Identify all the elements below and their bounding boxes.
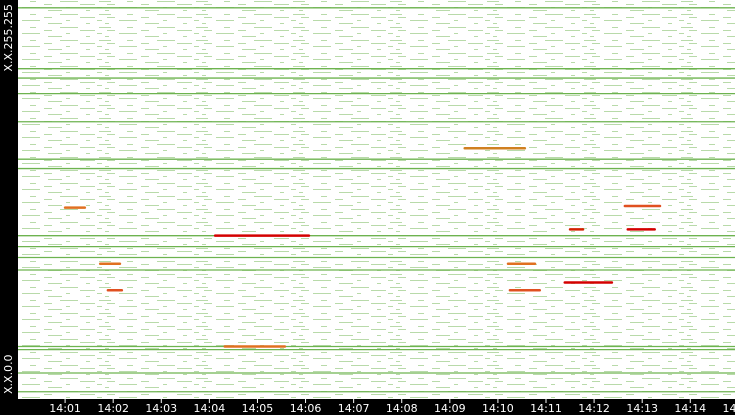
x-tick-label: 14:03 (145, 402, 177, 415)
x-axis-bar (0, 399, 735, 415)
x-tick-label: 14:07 (338, 402, 370, 415)
x-tick-label: 14:06 (290, 402, 322, 415)
x-tick-label: 14:02 (97, 402, 129, 415)
x-tick-label: 14:01 (49, 402, 81, 415)
x-tick-label: 14:09 (434, 402, 466, 415)
y-axis-bar (0, 0, 18, 415)
x-tick-label: 14:14 (674, 402, 706, 415)
x-tick-label: 14:12 (578, 402, 610, 415)
activity-texture (18, 0, 735, 399)
x-tick-label: 14:13 (626, 402, 658, 415)
x-tick-label: 14:08 (386, 402, 418, 415)
x-tick-label: 14:11 (530, 402, 562, 415)
y-tick-label: X.X.0.0 (2, 354, 15, 394)
x-tick-label: 14:15 (723, 402, 735, 415)
x-tick-label: 14:10 (482, 402, 514, 415)
x-tick-label: 14:04 (194, 402, 226, 415)
x-tick-label: 14:05 (242, 402, 274, 415)
y-tick-label: X.X.255.255 (2, 4, 15, 72)
